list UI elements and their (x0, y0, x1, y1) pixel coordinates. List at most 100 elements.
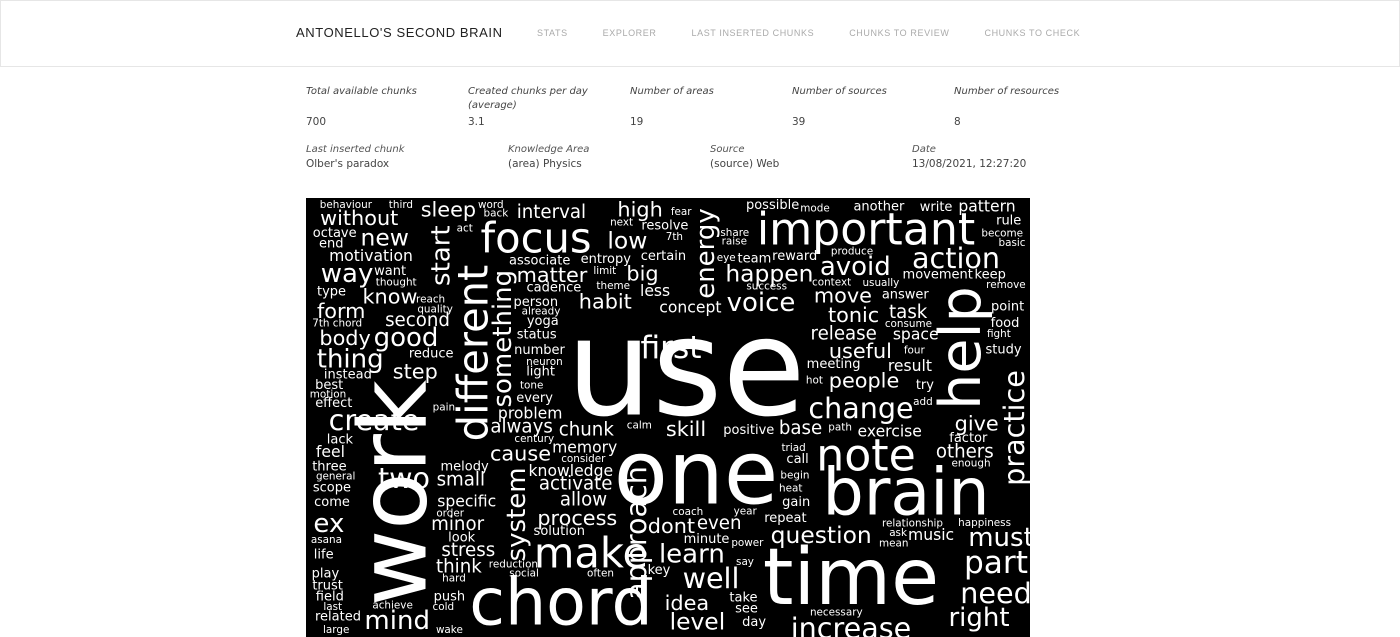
word-cloud-word: order (436, 507, 464, 519)
nav-link-explorer[interactable]: EXPLORER (602, 28, 657, 38)
word-cloud-word: work (340, 380, 449, 607)
nav-link-chunks-to-review[interactable]: CHUNKS TO REVIEW (849, 28, 950, 38)
word-cloud-word: keep (975, 268, 1006, 283)
word-cloud-word: stress (441, 540, 495, 561)
word-cloud-word: heat (779, 483, 802, 495)
word-cloud-word: allow (560, 490, 607, 511)
word-cloud-word: approach (619, 466, 653, 600)
stat-total-chunks: Total available chunks 700 (306, 85, 468, 128)
stat-number-of-areas: Number of areas 19 (630, 85, 792, 128)
word-cloud-word: pain (433, 402, 455, 414)
word-cloud-word: point (991, 299, 1024, 314)
word-cloud-word: brain (822, 456, 989, 531)
word-cloud-word: chord (469, 566, 653, 637)
word-cloud-word: relationship (882, 517, 943, 529)
word-cloud-word: begin (780, 470, 809, 482)
word-cloud-word: look (448, 531, 476, 546)
detail-label: Last inserted chunk (306, 144, 405, 155)
word-cloud-word: first (641, 330, 702, 366)
word-cloud-word: light (526, 364, 555, 379)
word-cloud-word: calm (627, 420, 652, 432)
word-cloud-word: certain (641, 249, 686, 264)
word-cloud-word: raise (722, 235, 747, 247)
word-cloud-word: fight (987, 328, 1011, 340)
word-cloud-word: different (449, 265, 498, 442)
word-cloud-word: octave (313, 226, 357, 241)
word-cloud-word: produce (831, 246, 873, 258)
stat-value: 700 (306, 116, 327, 128)
word-cloud-word: study (985, 342, 1021, 357)
word-cloud-word: reward (772, 249, 817, 264)
word-cloud-word: action (912, 241, 1000, 275)
word-cloud-word: make (534, 529, 648, 578)
word-cloud-word: knowledge (529, 462, 614, 480)
stat-value: 8 (954, 116, 961, 128)
word-cloud-word: level (670, 608, 726, 636)
word-cloud-word: quality (417, 303, 453, 315)
word-cloud-word: theme (596, 280, 630, 292)
word-cloud-word: act (457, 223, 473, 235)
word-cloud-word: path (828, 422, 852, 434)
brand-title[interactable]: ANTONELLO'S SECOND BRAIN (296, 25, 503, 40)
word-cloud-word: reduce (409, 347, 454, 362)
word-cloud-word: remove (986, 279, 1025, 291)
word-cloud-word: second (385, 310, 450, 331)
stat-label: Number of areas (630, 86, 714, 97)
word-cloud-word: even (697, 513, 742, 534)
word-cloud-word: melody (441, 459, 489, 474)
word-cloud-word: space (893, 326, 939, 344)
word-cloud-word: next (610, 217, 633, 229)
word-cloud-word: something (488, 270, 518, 408)
stat-label: Total available chunks (306, 86, 417, 97)
word-cloud-word: cold (433, 601, 455, 613)
word-cloud-word: note (816, 431, 916, 482)
word-cloud-word: power (731, 537, 764, 549)
word-cloud-word: play (312, 567, 340, 582)
word-cloud-word: dont (648, 514, 695, 538)
word-cloud-word: need (960, 576, 1030, 610)
word-cloud-word: avoid (820, 252, 891, 282)
word-cloud-word: become (981, 228, 1023, 240)
word-cloud-word: motivation (329, 247, 413, 265)
nav-link-stats[interactable]: STATS (537, 28, 568, 38)
word-cloud-word: context (812, 276, 851, 288)
word-cloud-word: 7th (666, 231, 683, 243)
word-cloud-word: repeat (764, 511, 806, 526)
word-cloud-word: release (811, 323, 877, 344)
word-cloud-word: end (319, 237, 344, 252)
word-cloud-word: reduction (489, 559, 538, 571)
word-cloud-word: general (316, 470, 356, 482)
word-cloud-word: lack (327, 433, 354, 448)
word-cloud-word: low (607, 227, 647, 255)
word-cloud-word: large (323, 624, 349, 636)
word-cloud-word: thought (376, 277, 417, 289)
nav-link-chunks-to-check[interactable]: CHUNKS TO CHECK (984, 28, 1081, 38)
nav-link-last-inserted-chunks[interactable]: LAST INSERTED CHUNKS (691, 28, 815, 38)
stat-value: 39 (792, 116, 806, 128)
word-cloud-word: coach (673, 506, 704, 518)
word-cloud-word: often (587, 568, 614, 580)
word-cloud-word: want (374, 264, 406, 279)
word-cloud-word: always (490, 417, 552, 438)
word-cloud-word: exercise (858, 423, 922, 441)
word-cloud-word: specific (437, 492, 496, 510)
word-cloud-word: time (763, 533, 939, 623)
word-cloud-word: behaviour (320, 199, 373, 211)
word-cloud-word: change (808, 391, 913, 425)
word-cloud-word: type (317, 284, 346, 299)
word-cloud-word: two (378, 461, 430, 495)
word-cloud-word: without (320, 206, 398, 230)
stat-value: 3.1 (468, 116, 485, 128)
word-cloud-word: consider (561, 453, 606, 465)
word-cloud-word: practice (997, 370, 1030, 486)
word-cloud-word: start (426, 225, 456, 286)
word-cloud-word: less (640, 282, 670, 300)
word-cloud-word: create (329, 403, 420, 437)
word-cloud-word: must (968, 523, 1030, 553)
word-cloud-word: entropy (581, 252, 632, 267)
word-cloud-word: ask (889, 527, 907, 539)
word-cloud-word: associate (509, 254, 570, 269)
word-cloud-word: rule (996, 213, 1021, 228)
stat-label: Number of resources (954, 86, 1060, 97)
